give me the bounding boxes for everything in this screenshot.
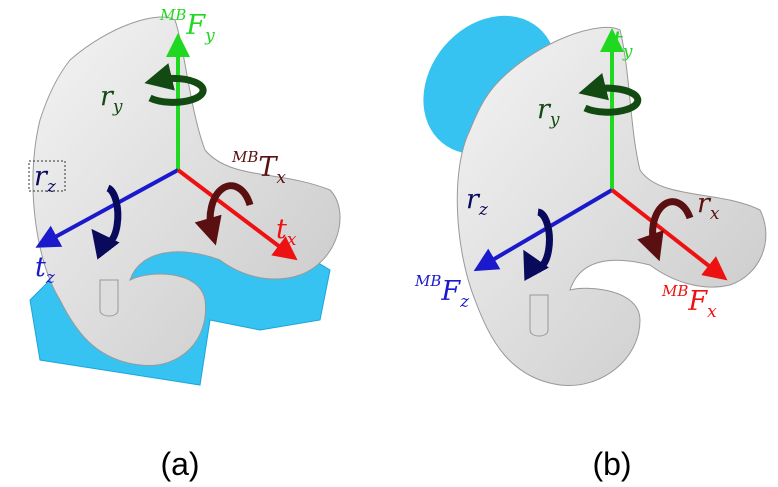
- label-main: t: [276, 214, 287, 245]
- label-sub: z: [478, 200, 489, 220]
- label-sub: y: [622, 42, 633, 62]
- label-main: T: [258, 152, 278, 183]
- caption: (b): [592, 446, 631, 482]
- caption: (a): [160, 446, 199, 482]
- label-sub: y: [112, 97, 123, 117]
- label-sub: z: [46, 177, 57, 197]
- label-sub: x: [710, 204, 720, 224]
- label-sub: z: [459, 292, 470, 312]
- label-sub: y: [204, 26, 215, 46]
- label-main: t: [612, 26, 623, 57]
- implant-b: [396, 0, 766, 386]
- label-main: F: [440, 276, 461, 307]
- label-sup: MB: [414, 272, 441, 290]
- label-sub: y: [549, 110, 560, 130]
- axis-label: rx: [697, 188, 720, 224]
- label-sup: MB: [159, 6, 186, 24]
- label-sup: MB: [661, 282, 688, 300]
- label-sub: x: [287, 230, 297, 250]
- label-sup: MB: [231, 148, 258, 166]
- axis-label: MBFz: [414, 272, 470, 312]
- label-sub: z: [45, 268, 56, 288]
- axis-label: MBFx: [661, 282, 717, 322]
- label-main: t: [35, 252, 46, 283]
- figure: (a) (b) MBFyryrzMBTxtxtztyryrzrxMBFzMBFx: [0, 0, 778, 487]
- axis-label: ty: [612, 26, 633, 62]
- label-sub: x: [707, 302, 717, 322]
- implant-a: [30, 17, 340, 385]
- label-main: F: [185, 10, 206, 41]
- label-main: F: [687, 286, 708, 317]
- label-sub: x: [276, 168, 286, 188]
